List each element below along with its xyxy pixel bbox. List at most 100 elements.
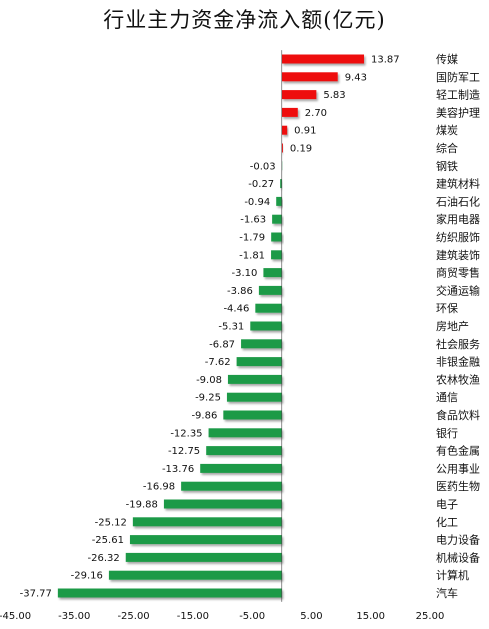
bar-房地产	[250, 321, 282, 331]
category-label: 机械设备	[436, 550, 480, 564]
bar-综合	[281, 143, 283, 153]
x-tick-label: -45.00	[0, 611, 31, 622]
labels-layer: 13.87 传媒 9.43 国防军工 5.83 轻工制造 2.70 美容护理 0.91 煤炭 0.1…	[20, 53, 480, 600]
category-label: 通信	[436, 391, 458, 404]
category-label: 有色金属	[436, 444, 480, 458]
category-label: 农林牧渔	[436, 372, 480, 386]
x-tick-label: -25.00	[117, 611, 149, 622]
value-label: -7.62	[205, 357, 231, 368]
value-label: 9.43	[345, 72, 367, 83]
value-label: -25.12	[95, 517, 127, 528]
value-label: -1.79	[239, 233, 265, 244]
bar-轻工制造	[281, 90, 317, 100]
value-label: -25.61	[92, 535, 124, 546]
value-label: 2.70	[305, 108, 327, 119]
category-label: 建筑装饰	[436, 248, 480, 262]
bar-食品饮料	[223, 410, 282, 420]
value-label: -12.75	[168, 446, 200, 457]
bar-通信	[226, 392, 282, 402]
x-tick-label: 25.00	[416, 611, 445, 622]
bar-计算机	[108, 570, 282, 580]
category-label: 综合	[436, 141, 458, 155]
category-label: 建筑材料	[436, 177, 480, 191]
category-label: 国防军工	[436, 70, 480, 84]
value-label: -1.81	[239, 250, 265, 261]
category-label: 交通运输	[436, 283, 480, 297]
value-label: -26.32	[88, 553, 120, 564]
x-axis: -45.00 -35.00 -25.00 -15.00 -5.00 5.00 15.00 25…	[0, 50, 444, 622]
x-tick-label: 15.00	[356, 611, 385, 622]
bar-美容护理	[281, 107, 298, 117]
category-label: 环保	[436, 301, 458, 315]
x-tick-label: -35.00	[58, 611, 90, 622]
bar-家用电器	[272, 214, 282, 224]
value-label: -9.08	[196, 375, 222, 386]
value-label: -3.10	[232, 268, 258, 279]
value-label: -16.98	[143, 482, 175, 493]
category-label: 石油石化	[436, 194, 480, 208]
value-label: -9.86	[191, 411, 217, 422]
bar-环保	[255, 303, 282, 313]
value-label: -13.76	[162, 464, 194, 475]
value-label: -4.46	[223, 304, 249, 315]
bar-建筑装饰	[271, 250, 282, 260]
value-label: -0.03	[250, 161, 276, 172]
value-label: -0.94	[244, 197, 270, 208]
bar-石油石化	[276, 196, 282, 206]
bar-汽车	[57, 588, 282, 598]
bar-交通运输	[258, 285, 282, 295]
category-label: 公用事业	[436, 462, 480, 475]
category-label: 医药生物	[436, 479, 480, 493]
bar-非银金融	[236, 357, 282, 367]
value-label: -19.88	[126, 500, 158, 511]
bar-传媒	[281, 54, 365, 64]
category-label: 电力设备	[436, 533, 480, 547]
bar-农林牧渔	[227, 374, 282, 384]
category-label: 食品饮料	[436, 408, 480, 422]
value-label: -6.87	[209, 339, 235, 350]
category-label: 化工	[436, 515, 458, 529]
category-label: 轻工制造	[436, 88, 480, 102]
bar-商贸零售	[263, 268, 282, 278]
chart-title: 行业主力资金净流入额(亿元)	[103, 8, 386, 32]
category-label: 社会服务	[436, 337, 480, 351]
bar-化工	[132, 517, 282, 527]
value-label: -1.63	[240, 215, 266, 226]
bars-layer	[57, 54, 365, 598]
value-label: 0.19	[290, 144, 312, 155]
value-label: -3.86	[227, 286, 253, 297]
bar-煤炭	[281, 125, 288, 135]
bar-电力设备	[129, 535, 282, 545]
bar-有色金属	[206, 446, 282, 456]
x-tick-label: -5.00	[239, 611, 265, 622]
category-label: 非银金融	[436, 355, 480, 369]
bar-国防军工	[281, 72, 338, 82]
category-label: 家用电器	[436, 212, 480, 226]
value-label: -37.77	[20, 589, 52, 600]
value-label: -12.35	[170, 428, 202, 439]
value-label: -9.25	[195, 393, 221, 404]
bar-机械设备	[125, 552, 282, 562]
bar-医药生物	[181, 481, 282, 491]
category-label: 传媒	[436, 53, 458, 66]
value-label: 13.87	[371, 55, 400, 66]
bar-银行	[208, 428, 282, 438]
category-label: 纺织服饰	[436, 230, 480, 244]
value-label: -0.27	[248, 179, 274, 190]
bar-社会服务	[241, 339, 282, 349]
bar-公用事业	[200, 463, 282, 473]
x-tick-label: -15.00	[177, 611, 209, 622]
bar-纺织服饰	[271, 232, 282, 242]
x-tick-label: 5.00	[300, 611, 322, 622]
value-label: -29.16	[71, 571, 103, 582]
value-label: -5.31	[218, 322, 244, 333]
bar-电子	[163, 499, 282, 509]
category-label: 计算机	[436, 568, 469, 582]
value-label: 5.83	[323, 90, 345, 101]
category-label: 房地产	[436, 319, 469, 333]
value-label: 0.91	[294, 126, 316, 137]
bar-建筑材料	[280, 179, 282, 189]
category-label: 银行	[436, 426, 458, 440]
category-label: 钢铁	[436, 160, 458, 173]
